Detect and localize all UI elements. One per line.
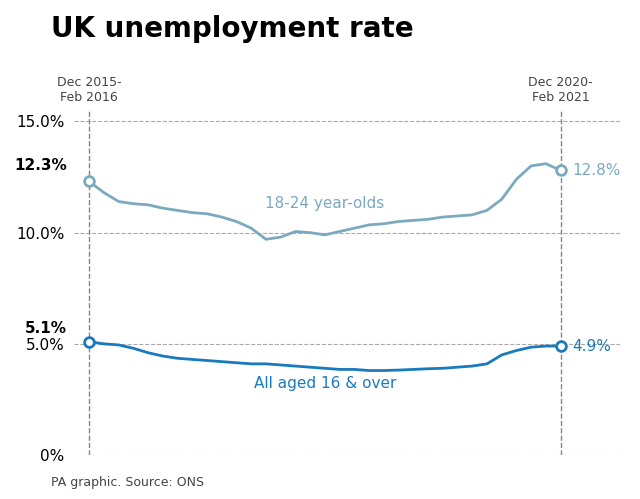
Text: 4.9%: 4.9% xyxy=(572,338,611,354)
Text: Dec 2015-
Feb 2016: Dec 2015- Feb 2016 xyxy=(57,76,122,104)
Text: PA graphic. Source: ONS: PA graphic. Source: ONS xyxy=(51,476,204,489)
Text: 18-24 year-olds: 18-24 year-olds xyxy=(265,196,385,211)
Text: UK unemployment rate: UK unemployment rate xyxy=(51,15,414,43)
Text: Dec 2020-
Feb 2021: Dec 2020- Feb 2021 xyxy=(528,76,593,104)
Text: 12.8%: 12.8% xyxy=(572,163,621,178)
Text: 5.1%: 5.1% xyxy=(25,321,67,336)
Text: 12.3%: 12.3% xyxy=(14,158,67,173)
Text: All aged 16 & over: All aged 16 & over xyxy=(253,376,396,391)
